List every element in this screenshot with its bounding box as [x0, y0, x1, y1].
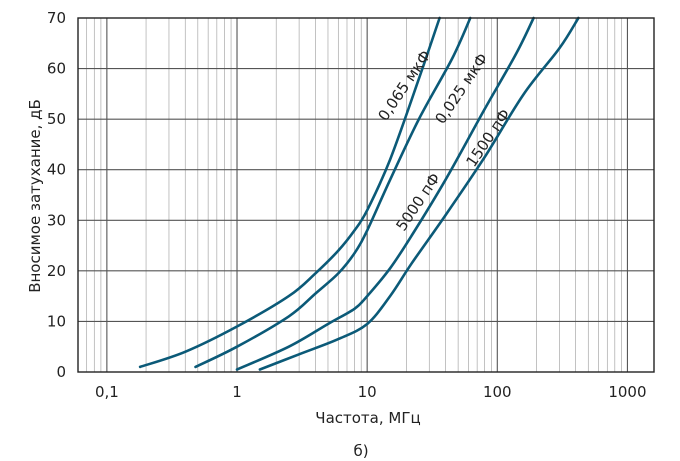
series-line	[258, 16, 580, 371]
x-tick-label: 1000	[608, 383, 646, 401]
tick-labels: 0,1 1 10 100 1000 0 10 20 30 40 50 60 70	[47, 9, 647, 401]
series-line	[138, 16, 441, 369]
series-label: 0,025 мкФ	[431, 50, 491, 127]
y-tick-label: 60	[47, 60, 66, 78]
series-line	[235, 16, 535, 371]
x-tick-label: 0,1	[95, 383, 119, 401]
x-tick-label: 10	[358, 383, 377, 401]
y-tick-label: 40	[47, 161, 66, 179]
x-axis-title: Частота, МГц	[315, 409, 420, 427]
y-tick-label: 20	[47, 262, 66, 280]
x-tick-label: 100	[483, 383, 512, 401]
y-tick-label: 10	[47, 312, 66, 330]
figure-caption: б)	[353, 442, 368, 460]
y-tick-label: 30	[47, 211, 66, 229]
series-line	[194, 16, 472, 369]
x-tick-label: 1	[232, 383, 242, 401]
y-axis-title: Вносимое затухание, дБ	[26, 99, 44, 293]
series-label: 0,065 мкФ	[374, 47, 434, 124]
y-tick-label: 0	[56, 363, 66, 381]
grid	[78, 18, 654, 372]
plot-frame	[77, 17, 655, 373]
y-tick-label: 50	[47, 110, 66, 128]
y-tick-label: 70	[47, 9, 66, 27]
curves	[138, 16, 580, 371]
